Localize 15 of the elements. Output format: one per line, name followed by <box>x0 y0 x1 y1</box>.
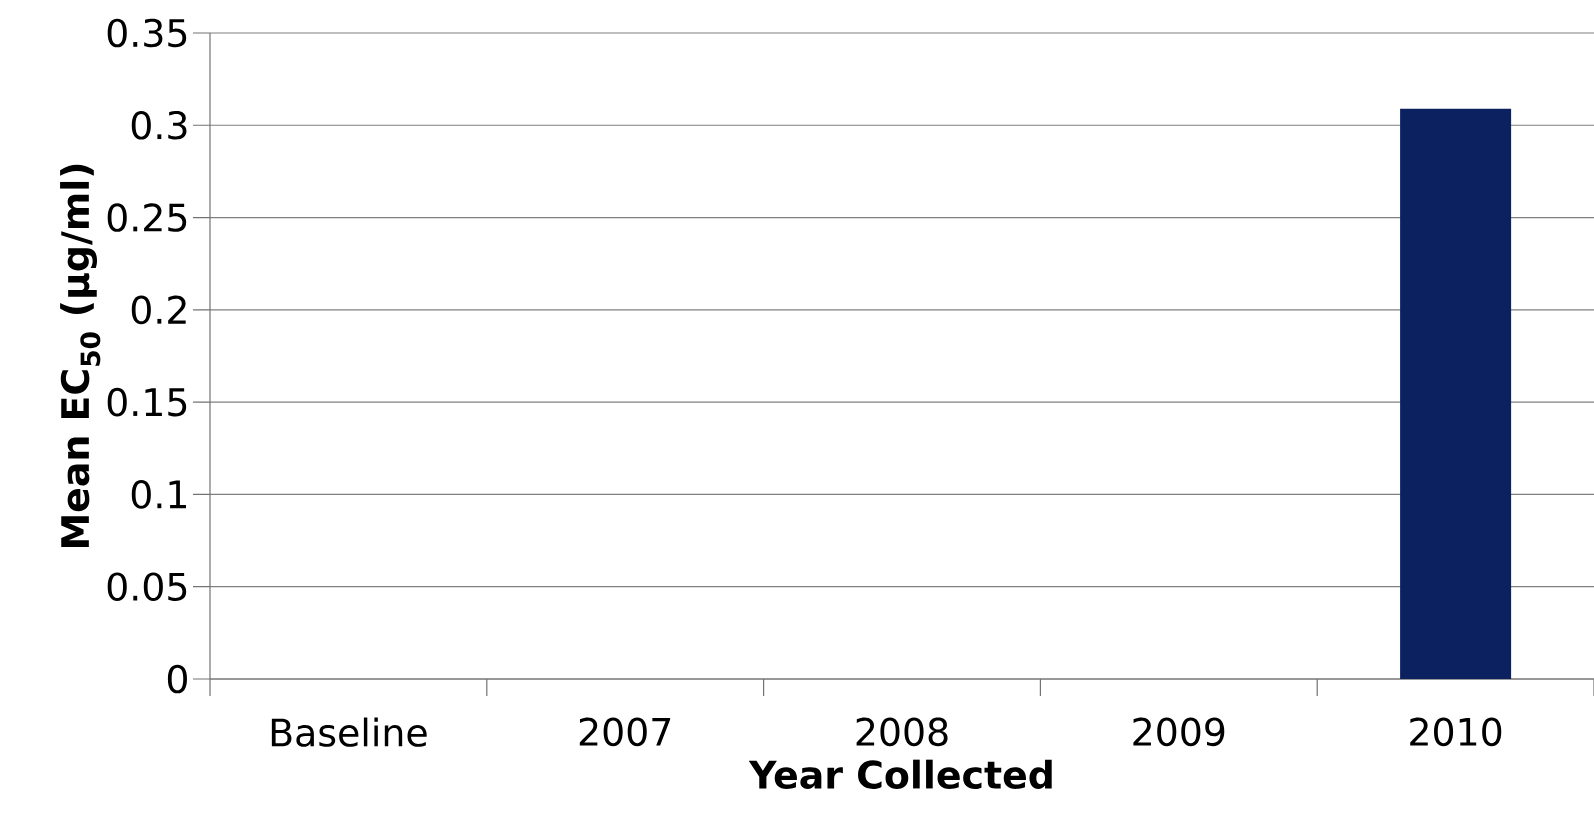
x-tick-label: 2010 <box>1410 717 1502 747</box>
y-tick-label: 0 <box>167 664 187 694</box>
x-tick-label: 2007 <box>579 717 671 747</box>
y-tick-label: 0.05 <box>107 572 187 602</box>
y-tick-label: 0.25 <box>107 203 187 232</box>
y-tick-label: 0.2 <box>131 295 186 325</box>
y-tick-label: 0.1 <box>131 480 186 509</box>
y-axis-title: Mean EC$_{50}$ (µg/ml) <box>60 164 101 548</box>
y-tick-label: 0.35 <box>107 18 187 48</box>
y-tick-label: 0.3 <box>131 110 187 140</box>
x-axis-title: Year Collected <box>748 759 1052 789</box>
x-tick-label: 2008 <box>856 717 948 747</box>
x-tick-label: Baseline <box>271 717 427 747</box>
x-tick-label: 2009 <box>1133 717 1225 747</box>
y-tick-label: 0.15 <box>107 387 187 417</box>
